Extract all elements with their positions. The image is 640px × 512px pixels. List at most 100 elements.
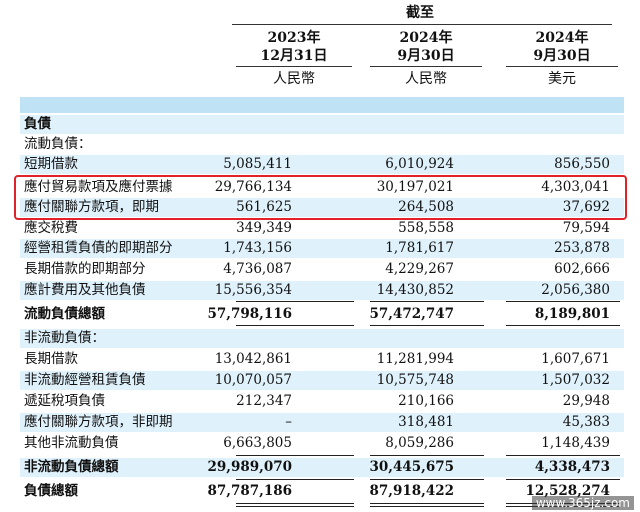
row-value-2024-rmb: 1,781,617 bbox=[385, 240, 454, 256]
row-value-2024-usd: 1,607,671 bbox=[541, 351, 610, 367]
row-value-2024-usd: 1,507,032 bbox=[541, 372, 610, 388]
current-title-row: 流動負債： bbox=[20, 135, 624, 154]
row-label: 應付貿易款項及應付票據 bbox=[24, 179, 173, 195]
row-value-2024-rmb: 30,197,021 bbox=[376, 179, 454, 195]
row-value-2023: 349,349 bbox=[236, 220, 292, 236]
total-rule bbox=[506, 479, 620, 480]
row-label: 遞延稅項負債 bbox=[24, 393, 105, 409]
row-value-2024-usd: 12,528,274 bbox=[525, 483, 610, 499]
grand-total-row: 負債總額 87,787,186 87,918,422 12,528,274 bbox=[20, 482, 624, 501]
row-value-2024-rmb: 87,918,422 bbox=[369, 483, 454, 499]
subtotal-rule bbox=[370, 455, 484, 456]
row-value-2024-rmb: 558,558 bbox=[398, 220, 454, 236]
row-value-2024-rmb: 11,281,994 bbox=[376, 351, 454, 367]
col1-date: 12月31日 bbox=[260, 48, 328, 64]
row-value-2023: 1,743,156 bbox=[223, 240, 292, 256]
as-at-heading: 截至 bbox=[406, 5, 434, 21]
row-value-2023: 29,766,134 bbox=[214, 179, 292, 195]
row-value-2024-usd: 2,056,380 bbox=[541, 282, 610, 298]
row-value-2024-rmb: 30,445,675 bbox=[369, 459, 454, 475]
table-row: 應計費用及其他負債 15,556,354 14,430,852 2,056,38… bbox=[20, 281, 624, 300]
row-value-2024-usd: 4,303,041 bbox=[541, 179, 610, 195]
row-label: 其他非流動負債 bbox=[24, 435, 119, 451]
row-value-2023: 4,736,087 bbox=[223, 261, 292, 277]
table-row: 應交稅費 349,349 558,558 79,594 bbox=[20, 219, 624, 238]
noncurrent-liabilities-title: 非流動負債： bbox=[24, 330, 105, 346]
noncurrent-total-row: 非流動負債總額 29,989,070 30,445,675 4,338,473 bbox=[20, 458, 624, 477]
col1-currency: 人民幣 bbox=[273, 71, 315, 87]
row-value-2024-usd: 45,383 bbox=[562, 414, 610, 430]
subtotal-rule bbox=[506, 301, 620, 302]
col3-year: 2024年 bbox=[535, 30, 589, 46]
row-value-2024-rmb: 4,229,267 bbox=[385, 261, 454, 277]
col1-rule bbox=[236, 66, 352, 67]
total-rule bbox=[370, 479, 484, 480]
row-label: 長期借款的即期部分 bbox=[24, 261, 146, 277]
col1-year: 2023年 bbox=[267, 30, 321, 46]
row-value-2023: 6,663,805 bbox=[223, 435, 292, 451]
row-value-2024-usd: 856,550 bbox=[554, 156, 610, 172]
row-value-2024-usd: 602,666 bbox=[554, 261, 610, 277]
col2-rule bbox=[370, 66, 482, 67]
double-rule bbox=[236, 506, 354, 507]
double-rule bbox=[370, 503, 484, 504]
row-value-2024-rmb: 57,472,747 bbox=[369, 306, 454, 322]
row-value-2023: 13,042,861 bbox=[214, 351, 292, 367]
noncurrent-title-row: 非流動負債： bbox=[20, 329, 624, 348]
subtotal-rule bbox=[506, 455, 620, 456]
col3-rule bbox=[506, 66, 618, 67]
row-value-2024-rmb: 8,059,286 bbox=[385, 435, 454, 451]
row-value-2024-usd: 1,148,439 bbox=[541, 435, 610, 451]
table-row: 應付關聯方款項，即期 561,625 264,508 37,692 bbox=[20, 198, 624, 217]
row-value-2024-usd: 4,338,473 bbox=[534, 459, 610, 475]
section-band bbox=[20, 97, 624, 113]
row-label: 非流動負債總額 bbox=[24, 459, 119, 475]
row-value-2024-usd: 37,692 bbox=[562, 199, 610, 215]
double-rule bbox=[236, 503, 354, 504]
col3-date: 9月30日 bbox=[533, 48, 591, 64]
row-label: 短期借款 bbox=[24, 156, 78, 172]
table-row: 其他非流動負債 6,663,805 8,059,286 1,148,439 bbox=[20, 434, 624, 453]
col2-currency: 人民幣 bbox=[405, 71, 447, 87]
row-value-2023: 15,556,354 bbox=[214, 282, 292, 298]
row-value-2024-rmb: 6,010,924 bbox=[385, 156, 454, 172]
row-value-2023: 5,085,411 bbox=[223, 156, 292, 172]
table-row: 非流動經營租賃負債 10,070,057 10,575,748 1,507,03… bbox=[20, 371, 624, 390]
table-row: 應付關聯方款項，非即期 – 318,481 45,383 bbox=[20, 413, 624, 432]
row-value-2024-rmb: 210,166 bbox=[398, 393, 454, 409]
row-label: 應交稅費 bbox=[24, 220, 78, 236]
row-value-2023: 87,787,186 bbox=[207, 483, 292, 499]
highlight-box bbox=[14, 175, 627, 220]
col2-date: 9月30日 bbox=[397, 48, 455, 64]
row-value-2024-rmb: 10,575,748 bbox=[376, 372, 454, 388]
row-label: 應計費用及其他負債 bbox=[24, 282, 146, 298]
subtotal-rule bbox=[236, 455, 354, 456]
row-label: 負債總額 bbox=[24, 483, 78, 499]
total-rule bbox=[236, 479, 354, 480]
table-row: 經營租賃負債的即期部分 1,743,156 1,781,617 253,878 bbox=[20, 239, 624, 258]
header-rule-top bbox=[232, 24, 612, 25]
table-row: 遞延稅項負債 212,347 210,166 29,948 bbox=[20, 392, 624, 411]
row-value-2023: – bbox=[285, 414, 292, 430]
row-label: 非流動經營租賃負債 bbox=[24, 372, 146, 388]
subtotal-rule bbox=[236, 301, 354, 302]
table-row: 應付貿易款項及應付票據 29,766,134 30,197,021 4,303,… bbox=[20, 178, 624, 197]
row-label: 應付關聯方款項，非即期 bbox=[24, 414, 173, 430]
table-row: 長期借款的即期部分 4,736,087 4,229,267 602,666 bbox=[20, 260, 624, 279]
col3-currency: 美元 bbox=[548, 71, 576, 87]
table-row: 長期借款 13,042,861 11,281,994 1,607,671 bbox=[20, 350, 624, 369]
section-title-row: 負債 bbox=[20, 115, 624, 134]
row-value-2023: 561,625 bbox=[236, 199, 292, 215]
row-value-2023: 29,989,070 bbox=[207, 459, 292, 475]
row-label: 經營租賃負債的即期部分 bbox=[24, 240, 173, 256]
subtotal-rule bbox=[370, 301, 484, 302]
total-rule bbox=[370, 325, 484, 326]
row-value-2023: 57,798,116 bbox=[207, 306, 292, 322]
row-label: 長期借款 bbox=[24, 351, 78, 367]
row-value-2024-rmb: 318,481 bbox=[398, 414, 454, 430]
row-value-2024-usd: 253,878 bbox=[554, 240, 610, 256]
col2-year: 2024年 bbox=[399, 30, 453, 46]
section-title: 負債 bbox=[24, 116, 51, 132]
total-rule bbox=[506, 325, 620, 326]
row-label: 應付關聯方款項，即期 bbox=[24, 199, 159, 215]
